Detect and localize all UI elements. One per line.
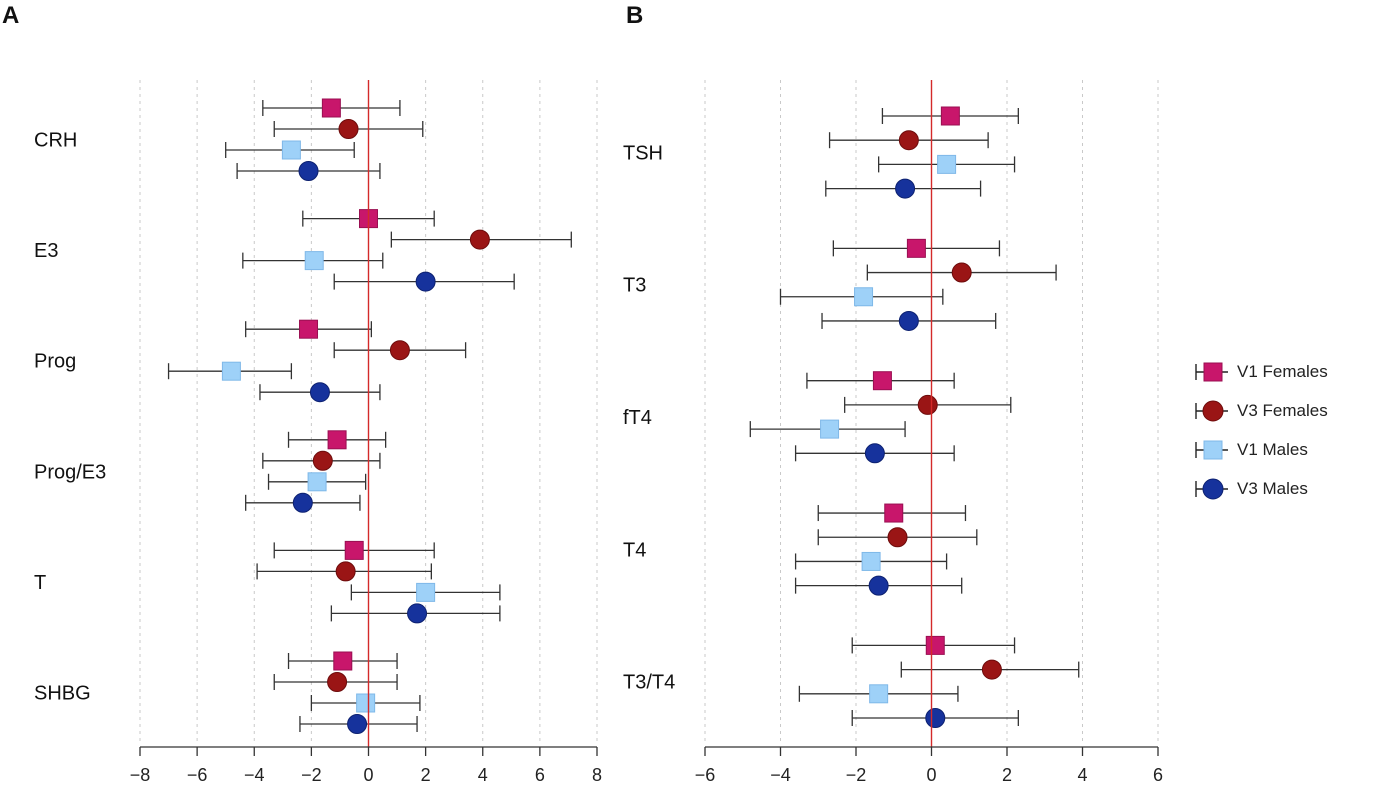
x-tick-label-a-4: 4 — [478, 765, 488, 785]
x-tick-label-a--2: −2 — [301, 765, 322, 785]
x-tick-label-b-0: 0 — [926, 765, 936, 785]
x-tick-label-b-4: 4 — [1077, 765, 1087, 785]
group-label-a-t: T — [34, 572, 46, 594]
point-b-tsh-v3-females — [898, 130, 919, 151]
group-label-a-prog-e3: Prog/E3 — [34, 461, 106, 483]
point-b-t4-v1-females — [884, 503, 904, 523]
x-tick-label-b-6: 6 — [1153, 765, 1163, 785]
point-a-shbg-v1-females — [333, 651, 353, 671]
point-a-prog-v1-males — [221, 361, 241, 381]
point-b-t3-t4-v3-males — [925, 708, 946, 728]
point-b-t4-v3-males — [868, 575, 889, 596]
x-tick-label-a-2: 2 — [421, 765, 431, 785]
point-a-crh-v3-females — [338, 119, 359, 139]
group-label-b-t3-t4: T3/T4 — [623, 672, 675, 694]
x-tick-label-b--6: −6 — [695, 765, 716, 785]
legend-label-v3-males: V3 Males — [1237, 478, 1308, 498]
point-b-tsh-v1-males — [937, 154, 957, 174]
point-a-shbg-v3-males — [347, 714, 368, 734]
point-a-crh-v1-females — [321, 98, 341, 118]
x-tick-label-a-0: 0 — [363, 765, 373, 785]
legend-marker-v1-females — [1195, 362, 1228, 381]
legend-item-v1-females: V1 Females — [1195, 352, 1328, 391]
x-tick-label-a--4: −4 — [244, 765, 265, 785]
point-a-crh-v3-males — [298, 161, 319, 181]
point-a-prog-e3-v1-males — [307, 472, 327, 492]
group-label-b-tsh: TSH — [623, 142, 663, 164]
point-a-crh-v1-males — [281, 140, 301, 160]
x-tick-label-a--6: −6 — [187, 765, 208, 785]
point-a-e3-v3-males — [415, 271, 436, 292]
group-label-b-t3: T3 — [623, 275, 646, 297]
point-b-t3-t4-v1-females — [925, 635, 945, 655]
x-tick-label-a-6: 6 — [535, 765, 545, 785]
point-a-prog-v1-females — [299, 319, 319, 339]
point-a-t-v1-males — [416, 582, 436, 602]
point-a-shbg-v1-males — [356, 693, 376, 713]
point-a-t-v1-females — [344, 540, 364, 560]
point-b-t3-t4-v3-females — [981, 659, 1002, 680]
legend-item-v1-males: V1 Males — [1195, 430, 1328, 469]
point-a-shbg-v3-females — [327, 672, 348, 692]
point-b-ft4-v3-males — [864, 443, 885, 464]
group-label-a-shbg: SHBG — [34, 683, 91, 705]
point-b-ft4-v1-females — [872, 371, 892, 391]
group-label-a-e3: E3 — [34, 240, 58, 262]
x-tick-label-a-8: 8 — [592, 765, 602, 785]
legend-item-v3-males: V3 Males — [1195, 469, 1328, 508]
point-a-t-v3-males — [407, 603, 428, 624]
point-b-t3-v1-females — [906, 238, 926, 258]
point-b-t3-v3-females — [951, 262, 972, 283]
legend-marker-v3-females — [1195, 400, 1228, 421]
legend-item-v3-females: V3 Females — [1195, 391, 1328, 430]
point-a-e3-v1-males — [304, 251, 324, 271]
point-a-e3-v3-females — [469, 229, 490, 250]
panel-label-a: A — [2, 2, 20, 29]
group-label-a-prog: Prog — [34, 351, 76, 373]
point-b-t3-v3-males — [898, 310, 919, 331]
point-b-ft4-v1-males — [820, 419, 840, 439]
legend-marker-v1-males — [1195, 440, 1228, 459]
point-a-prog-e3-v3-males — [292, 492, 313, 513]
x-tick-label-b-2: 2 — [1002, 765, 1012, 785]
legend-marker-v3-males — [1195, 478, 1228, 499]
legend-label-v1-females: V1 Females — [1237, 361, 1328, 381]
x-tick-label-b--4: −4 — [770, 765, 791, 785]
point-b-t4-v3-females — [887, 527, 908, 548]
x-tick-label-b--2: −2 — [846, 765, 867, 785]
legend-label-v3-females: V3 Females — [1237, 400, 1328, 420]
point-b-t4-v1-males — [861, 551, 881, 571]
point-b-ft4-v3-females — [917, 394, 938, 415]
point-a-prog-v3-females — [389, 340, 410, 361]
group-label-a-crh: CRH — [34, 130, 77, 152]
x-tick-label-a--8: −8 — [130, 765, 151, 785]
legend-label-v1-males: V1 Males — [1237, 439, 1308, 459]
point-b-t3-t4-v1-males — [869, 684, 889, 704]
point-a-prog-v3-males — [309, 382, 330, 403]
group-label-b-ft4: fT4 — [623, 407, 652, 429]
point-b-tsh-v3-males — [895, 178, 916, 199]
panel-label-b: B — [626, 2, 644, 29]
point-a-prog-e3-v1-females — [327, 430, 347, 450]
point-b-t3-v1-males — [854, 287, 874, 307]
point-b-tsh-v1-females — [940, 106, 960, 126]
point-a-t-v3-females — [335, 561, 356, 582]
point-a-prog-e3-v3-females — [312, 450, 333, 471]
legend: V1 Females V3 Females V1 Males V3 Males — [1195, 352, 1328, 508]
group-label-b-t4: T4 — [623, 539, 646, 561]
